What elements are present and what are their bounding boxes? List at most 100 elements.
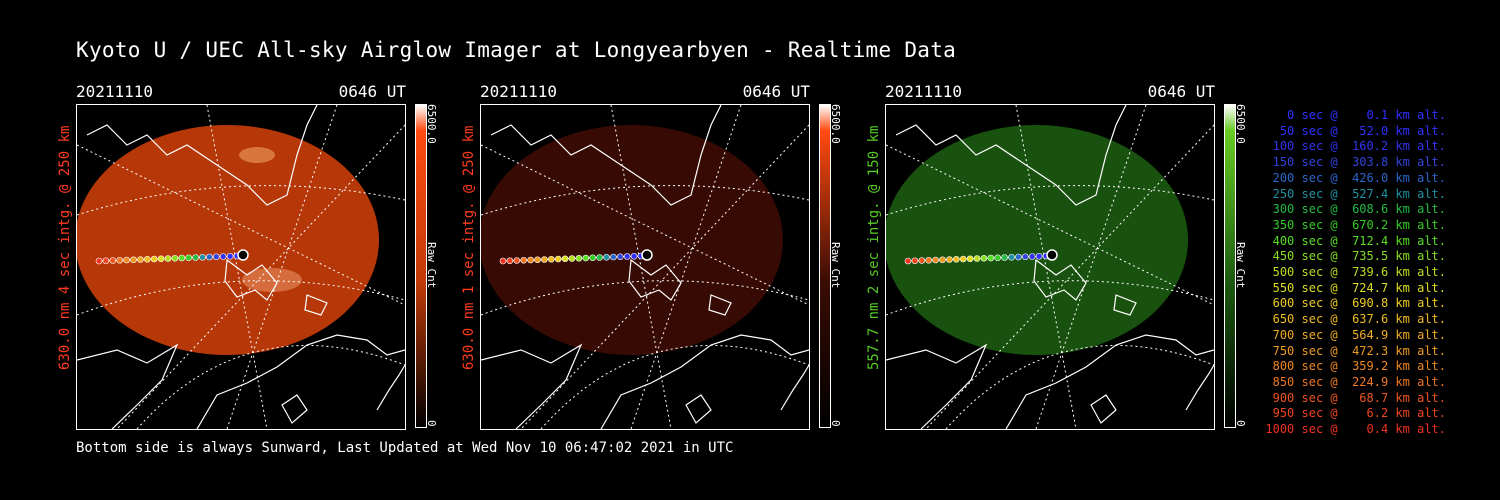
colorbar-min-label: 0 — [1234, 420, 1247, 427]
trajectory-point — [157, 255, 165, 263]
legend-entry: 750 sec @ 472.3 km alt. — [1265, 343, 1446, 358]
legend-entry: 0 sec @ 0.1 km alt. — [1265, 108, 1446, 122]
trajectory-point — [185, 254, 192, 262]
trajectory-point — [171, 254, 179, 262]
colorbar-unit-label: Raw Cnt — [829, 242, 842, 289]
trajectory-point — [527, 256, 534, 264]
legend-entry: 700 sec @ 564.9 km alt. — [1265, 327, 1446, 342]
trajectory-point — [575, 254, 583, 262]
colorbar-max-label: 6500.0 — [1234, 104, 1247, 144]
legend-entry: 500 sec @ 739.6 km alt. — [1265, 265, 1446, 280]
trajectory-point — [568, 255, 576, 262]
trajectory-point — [102, 257, 110, 265]
trajectory-point — [630, 252, 638, 260]
trajectory-point — [589, 254, 596, 262]
latlon-grid — [77, 105, 405, 429]
trajectory-point — [973, 255, 981, 262]
trajectory-point — [953, 255, 960, 263]
coastlines — [481, 105, 809, 429]
legend-entry: 1000 sec @ 0.4 km alt. — [1265, 422, 1446, 437]
trajectory-point — [520, 256, 528, 264]
coastlines — [886, 105, 1214, 429]
allsky-panel-3: 20211110 0646 UT — [885, 78, 1215, 430]
colorbar-max-label: 6500.0 — [829, 104, 842, 144]
legend-entry: 650 sec @ 637.6 km alt. — [1265, 312, 1446, 327]
trajectory-point — [219, 253, 227, 260]
panel-time: 0646 UT — [1147, 82, 1215, 101]
legend-entry: 950 sec @ 6.2 km alt. — [1265, 406, 1446, 421]
legend-entry: 300 sec @ 608.6 km alt. — [1265, 202, 1446, 217]
page-title: Kyoto U / UEC All-sky Airglow Imager at … — [76, 38, 957, 62]
colorbar — [415, 104, 427, 428]
legend-entry: 350 sec @ 670.2 km alt. — [1265, 217, 1446, 232]
trajectory-point — [1035, 252, 1043, 260]
trajectory-point — [123, 256, 130, 264]
trajectory-point — [95, 257, 103, 265]
trajectory-point — [130, 256, 137, 264]
colorbar-max-label: 6500.0 — [425, 104, 438, 144]
trajectory-point — [213, 253, 220, 261]
trajectory-point — [959, 255, 967, 263]
legend-entry: 800 sec @ 359.2 km alt. — [1265, 359, 1446, 374]
trajectory-point — [1015, 253, 1022, 261]
panel-wavelength-label: 557.7 nm 2 sec intg. @ 150 km — [866, 125, 882, 370]
trajectory-point — [164, 255, 172, 262]
map-canvas — [886, 105, 1214, 429]
allsky-panel-1: 20211110 0646 UT — [76, 78, 406, 430]
trajectory-point — [1022, 253, 1029, 261]
trajectory-point — [1008, 253, 1015, 261]
colorbar-unit-label: Raw Cnt — [1234, 242, 1247, 289]
trajectory-point — [206, 253, 213, 261]
trajectory-point — [994, 254, 1001, 262]
trajectory-point — [904, 257, 912, 265]
colorbar-min-label: 0 — [829, 420, 842, 427]
panel-time: 0646 UT — [338, 82, 406, 101]
trajectory-point — [199, 253, 206, 261]
colorbar — [1224, 104, 1236, 428]
map-canvas — [77, 105, 405, 429]
legend-entry: 550 sec @ 724.7 km alt. — [1265, 280, 1446, 295]
trajectory-point — [506, 257, 514, 265]
trajectory-point — [548, 255, 555, 263]
legend-entry: 900 sec @ 68.7 km alt. — [1265, 390, 1446, 405]
legend-entry: 850 sec @ 224.9 km alt. — [1265, 374, 1446, 389]
map-canvas — [481, 105, 809, 429]
trajectory-point — [911, 257, 919, 265]
colorbar-unit-label: Raw Cnt — [425, 242, 438, 289]
trajectory-point — [603, 253, 610, 261]
trajectory-point — [178, 254, 186, 262]
legend-entry: 200 sec @ 426.0 km alt. — [1265, 170, 1446, 185]
trajectory-point — [561, 255, 569, 263]
legend-entry: 150 sec @ 303.8 km alt. — [1265, 155, 1446, 170]
station-marker — [237, 249, 249, 261]
panel-date: 20211110 — [76, 82, 154, 101]
coastlines — [77, 105, 405, 429]
allsky-image-map — [885, 104, 1215, 430]
trajectory-point — [623, 253, 631, 260]
legend-entry: 450 sec @ 735.5 km alt. — [1265, 249, 1446, 264]
allsky-image-map — [76, 104, 406, 430]
legend-entry: 50 sec @ 52.0 km alt. — [1265, 123, 1446, 138]
panel-wavelength-label: 630.0 nm 4 sec intg. @ 250 km — [57, 125, 73, 370]
trajectory-point — [610, 253, 617, 261]
latlon-grid — [886, 105, 1214, 429]
trajectory-point — [932, 256, 939, 264]
trajectory-legend: 0 sec @ 0.1 km alt. 50 sec @ 52.0 km alt… — [1262, 108, 1446, 438]
airglow-field — [77, 125, 379, 355]
trajectory-point — [925, 256, 933, 264]
footer-status: Bottom side is always Sunward, Last Upda… — [76, 440, 734, 456]
airglow-field — [886, 125, 1188, 355]
trajectory-point — [554, 255, 562, 263]
legend-entry: 100 sec @ 160.2 km alt. — [1265, 139, 1446, 154]
trajectory-point — [987, 254, 995, 262]
trajectory-point — [109, 257, 117, 264]
trajectory-point — [541, 256, 548, 263]
airglow-field — [481, 125, 783, 355]
trajectory-point — [192, 254, 199, 261]
trajectory-point — [617, 253, 624, 261]
legend-entry: 250 sec @ 527.4 km alt. — [1265, 186, 1446, 201]
trajectory-point — [137, 256, 144, 263]
panel-date: 20211110 — [885, 82, 963, 101]
trajectory-point — [1001, 254, 1008, 261]
panel-date: 20211110 — [480, 82, 558, 101]
